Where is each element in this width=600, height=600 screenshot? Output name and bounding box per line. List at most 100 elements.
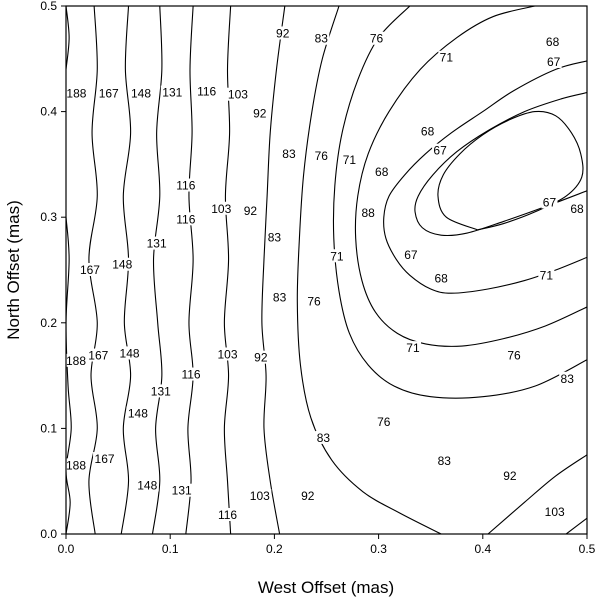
- contour-lines: [66, 6, 587, 534]
- contour-label-bg: [209, 201, 233, 215]
- contour-line-116: [185, 6, 194, 534]
- contour-label: 116: [218, 508, 237, 522]
- contour-label: 92: [503, 469, 517, 483]
- contour-label: 83: [438, 454, 452, 468]
- y-tick-label: 0.1: [40, 421, 57, 435]
- contour-label-bg: [64, 353, 88, 367]
- contour-line-167: [88, 6, 98, 534]
- contour-label-bg: [110, 257, 134, 271]
- contour-label: 83: [561, 372, 575, 386]
- contour-label: 148: [120, 346, 140, 360]
- contour-line-103: [223, 6, 232, 534]
- contour-label: 68: [375, 165, 389, 179]
- contour-label: 148: [112, 258, 132, 272]
- y-tick-label: 0.3: [40, 210, 57, 224]
- y-tick-label: 0.5: [40, 0, 57, 13]
- contour-line-92: [487, 454, 587, 534]
- contour-label: 116: [181, 368, 200, 382]
- contour-label-bg: [328, 249, 345, 263]
- contour-label-bg: [170, 483, 194, 497]
- contour-label: 188: [66, 87, 86, 101]
- contour-label-bg: [438, 50, 455, 64]
- contour-label-bg: [266, 230, 283, 244]
- contour-label-bg: [360, 205, 377, 219]
- contour-line-188: [66, 6, 70, 70]
- contour-label: 76: [370, 32, 384, 46]
- contour-label: 116: [176, 179, 195, 193]
- contour-line-148: [120, 6, 132, 534]
- contour-label: 71: [406, 341, 420, 355]
- contour-label: 68: [434, 271, 448, 285]
- contour-label: 68: [570, 202, 584, 216]
- x-tick-label: 0.2: [266, 542, 283, 556]
- contour-label-bg: [86, 348, 110, 362]
- contour-label-bg: [242, 203, 259, 217]
- contour-label: 71: [330, 249, 344, 263]
- contour-label: 68: [421, 125, 435, 139]
- contour-label-bg: [501, 468, 518, 482]
- contour-label: 103: [211, 202, 231, 216]
- contour-label-bg: [543, 504, 567, 518]
- contour-label: 131: [147, 237, 167, 251]
- contour-line-83: [296, 6, 442, 534]
- contour-line-76: [354, 6, 587, 347]
- contour-label: 92: [254, 351, 268, 365]
- x-tick-label: 0.3: [370, 542, 387, 556]
- contour-label: 103: [228, 88, 248, 102]
- contour-label: 88: [362, 206, 376, 220]
- contour-label-bg: [248, 488, 272, 502]
- x-tick-label: 0.1: [162, 542, 179, 556]
- contour-label-bg: [271, 290, 288, 304]
- x-tick-label: 0.0: [58, 542, 75, 556]
- contour-label: 83: [282, 147, 296, 161]
- contour-label: 83: [315, 32, 329, 46]
- contour-label: 103: [217, 347, 237, 361]
- contour-label: 131: [162, 86, 182, 100]
- contour-label: 188: [66, 458, 86, 472]
- contour-label: 71: [540, 268, 554, 282]
- contour-label-bg: [432, 143, 449, 157]
- contour-label: 76: [377, 415, 391, 429]
- contour-label-bg: [174, 212, 198, 226]
- contour-label: 103: [250, 489, 270, 503]
- contour-label: 83: [317, 431, 331, 445]
- contour-label: 167: [88, 349, 108, 363]
- contour-label: 92: [253, 107, 267, 121]
- contour-label: 67: [404, 248, 418, 262]
- y-axis-label: North Offset (mas): [4, 200, 23, 340]
- contour-label-bg: [544, 34, 561, 48]
- contour-label: 92: [244, 204, 258, 218]
- contour-line-68: [414, 92, 587, 237]
- contour-line-83: [332, 6, 587, 399]
- contour-label: 103: [545, 505, 565, 519]
- contour-label-bg: [436, 454, 453, 468]
- contour-label: 71: [440, 51, 454, 65]
- contour-label: 148: [131, 87, 151, 101]
- contour-label-bg: [373, 164, 390, 178]
- contour-line-188: [66, 217, 72, 534]
- contour-label-bg: [559, 371, 576, 385]
- contour-label-bg: [538, 268, 555, 282]
- contour-label: 68: [546, 35, 560, 49]
- contour-label-bg: [375, 415, 392, 429]
- contour-label: 167: [99, 87, 119, 101]
- contour-label-bg: [251, 106, 268, 120]
- contour-label-bg: [97, 86, 121, 100]
- contour-label: 76: [507, 349, 521, 363]
- contour-label-bg: [160, 85, 184, 99]
- contour-label-bg: [252, 350, 269, 364]
- contour-line-103: [565, 517, 587, 534]
- y-tick-label: 0.2: [40, 316, 57, 330]
- contour-label-bg: [129, 86, 153, 100]
- contour-label: 76: [315, 149, 329, 163]
- plot-frame: [65, 5, 588, 535]
- contour-label-bg: [433, 271, 450, 285]
- contour-label: 131: [172, 484, 192, 498]
- contour-label: 71: [343, 153, 357, 167]
- contour-label: 131: [151, 384, 171, 398]
- contour-label: 92: [301, 489, 315, 503]
- y-tick-label: 0.0: [40, 527, 57, 541]
- contour-label-bg: [64, 86, 88, 100]
- contour-label-bg: [404, 341, 421, 355]
